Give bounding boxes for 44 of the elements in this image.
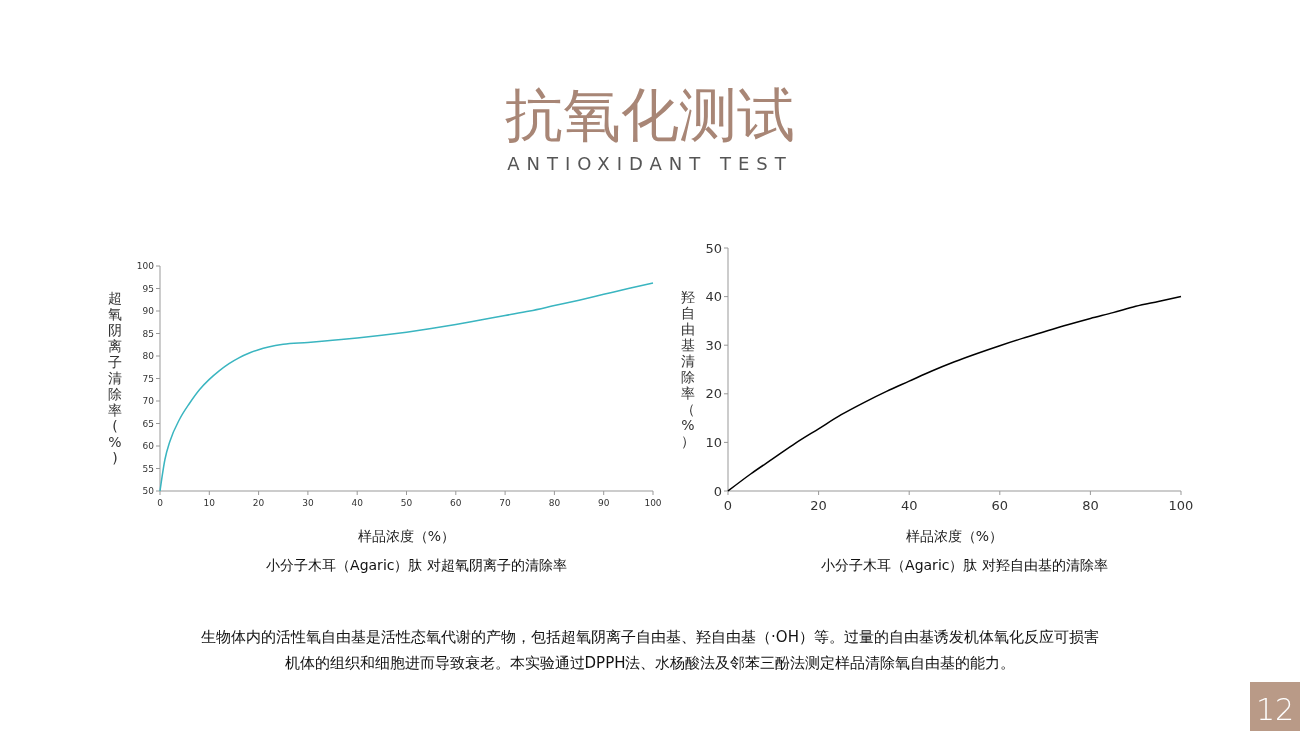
y-tick-label: 80 bbox=[142, 351, 155, 362]
y-tick-label: 50 bbox=[705, 240, 722, 256]
x-tick-label: 0 bbox=[723, 498, 733, 513]
y-tick-label: 50 bbox=[142, 486, 155, 497]
x-tick-label: 100 bbox=[1168, 498, 1194, 513]
x-tick-label: 70 bbox=[499, 498, 512, 508]
text: 生物体内的活性氧自由基是活性态氧代谢的产物，包括超氧阴离子自由基、羟自由基（·OH）等。过量的自由基诱发机体氧化反应可损害 bbox=[201, 628, 1099, 646]
y-tick-label: 75 bbox=[142, 373, 154, 384]
y-tick-label: 65 bbox=[142, 418, 154, 429]
x-tick-label: 60 bbox=[450, 498, 462, 508]
text: 超氧阴离子清除率(%) bbox=[108, 290, 122, 467]
text: 抗氧化测试 bbox=[505, 81, 795, 149]
x-tick-label: 80 bbox=[548, 498, 561, 508]
x-tick-label: 40 bbox=[351, 498, 364, 508]
y-tick-label: 55 bbox=[142, 463, 154, 474]
text: 小分子木耳（Agaric）肽 对羟自由基的清除率 bbox=[821, 557, 1108, 573]
x-tick-label: 50 bbox=[400, 498, 413, 508]
text: 羟自由基清除率（%） bbox=[681, 289, 695, 450]
x-axis-title: 样品浓度（%） bbox=[905, 528, 1004, 544]
y-tick-label: 20 bbox=[705, 386, 722, 402]
x-tick-label: 80 bbox=[1082, 498, 1099, 513]
text: 机体的组织和细胞进而导致衰老。本实验通过DPPH法、水杨酸法及邻苯三酚法测定样品清除氧自由基的能力。 bbox=[284, 654, 1016, 672]
x-tick-label: 90 bbox=[597, 498, 610, 508]
x-tick-label: 30 bbox=[302, 498, 314, 508]
y-tick-label: 85 bbox=[142, 328, 154, 339]
y-tick-label: 100 bbox=[136, 261, 155, 272]
x-tick-label: 100 bbox=[644, 498, 662, 508]
y-tick-label: 30 bbox=[705, 337, 722, 353]
text: ANTIOXIDANT TEST bbox=[507, 153, 793, 174]
x-tick-label: 0 bbox=[157, 498, 164, 508]
y-tick-label: 60 bbox=[142, 441, 155, 452]
y-tick-label: 90 bbox=[142, 306, 155, 317]
x-tick-label: 20 bbox=[810, 498, 827, 513]
x-axis-title: 样品浓度（%） bbox=[357, 528, 456, 544]
x-tick-label: 10 bbox=[203, 498, 216, 508]
x-tick-label: 60 bbox=[991, 498, 1009, 513]
y-tick-label: 95 bbox=[142, 283, 154, 294]
x-tick-label: 20 bbox=[252, 498, 265, 508]
text: 小分子木耳（Agaric）肽 对超氧阴离子的清除率 bbox=[266, 557, 567, 573]
text: 12 bbox=[1255, 692, 1295, 727]
y-tick-label: 10 bbox=[705, 434, 722, 450]
y-tick-label: 70 bbox=[142, 396, 155, 407]
y-tick-label: 40 bbox=[705, 289, 722, 305]
x-tick-label: 40 bbox=[900, 498, 918, 513]
